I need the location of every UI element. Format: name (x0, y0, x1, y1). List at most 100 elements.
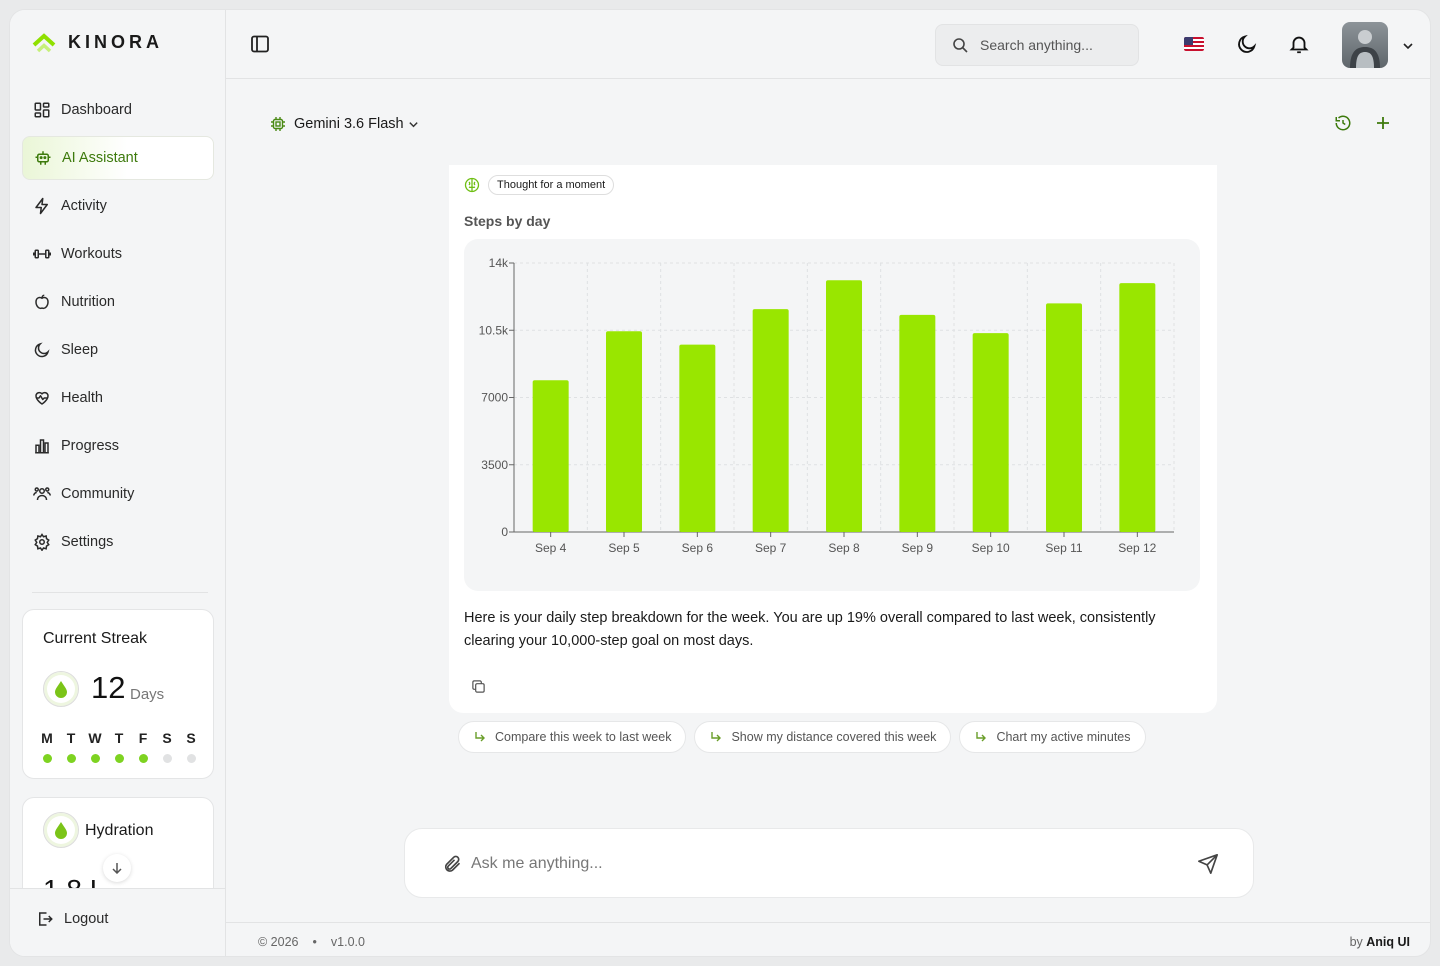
bar (752, 309, 789, 532)
sidebar-item-nutrition[interactable]: Nutrition (22, 280, 214, 324)
chat-main: Gemini 3.6 Flash Thought for a moment St… (226, 80, 1430, 922)
streak-dot-complete (66, 754, 76, 763)
sidebar-item-sleep[interactable]: Sleep (22, 328, 214, 372)
logo[interactable]: KINORA (32, 32, 163, 53)
us-flag-icon[interactable] (1184, 37, 1204, 51)
streak-day: M (39, 730, 55, 763)
x-tick-label: Sep 11 (1045, 541, 1082, 555)
paperclip-icon (444, 855, 461, 872)
author-link[interactable]: Aniq UI (1366, 935, 1410, 949)
drop-icon (55, 822, 67, 839)
bar (679, 344, 716, 532)
avatar[interactable] (1342, 22, 1388, 68)
sidebar-item-settings[interactable]: Settings (22, 520, 214, 564)
sidebar-toggle-button[interactable] (250, 34, 270, 59)
x-tick-label: Sep 7 (755, 541, 787, 555)
sidebar-nav: Dashboard AI Assistant Activity Workouts… (22, 88, 214, 568)
scroll-down-button[interactable] (103, 854, 131, 882)
x-tick-label: Sep 4 (535, 541, 567, 555)
model-label: Gemini 3.6 Flash (294, 116, 404, 132)
bar (972, 333, 1009, 532)
x-tick-label: Sep 10 (972, 541, 1010, 555)
y-tick-label: 3500 (481, 458, 508, 472)
streak-day: W (87, 730, 103, 763)
thought-indicator[interactable]: Thought for a moment (464, 175, 615, 195)
suggestions: Compare this week to last week Show my d… (458, 721, 1146, 753)
new-chat-button[interactable] (1374, 114, 1392, 137)
sidebar-item-progress[interactable]: Progress (22, 424, 214, 468)
streak-title: Current Streak (43, 630, 148, 647)
y-tick-label: 0 (501, 525, 508, 539)
sidebar-item-community[interactable]: Community (22, 472, 214, 516)
kinora-logo-icon (32, 32, 56, 52)
footer-separator: • (312, 935, 317, 949)
suggestion-chip[interactable]: Chart my active minutes (959, 721, 1146, 753)
streak-day: F (135, 730, 151, 763)
version: v1.0.0 (330, 935, 365, 949)
dashboard-icon (34, 102, 50, 118)
chart-container: 0 3500 7000 10.5k 14k Sep 4 Sep 5 Sep 6 Sep 7 Sep… (464, 239, 1200, 591)
bar (899, 314, 936, 532)
streak-dot-complete (42, 754, 52, 763)
sidebar-item-label: Nutrition (61, 294, 115, 310)
arrow-down-icon (112, 863, 122, 874)
copy-button[interactable] (471, 679, 486, 699)
sidebar-item-activity[interactable]: Activity (22, 184, 214, 228)
bar (826, 280, 862, 532)
streak-day: S (159, 730, 175, 763)
streak-day: T (63, 730, 79, 763)
streak-dot-incomplete (162, 754, 172, 763)
suggestion-chip[interactable]: Compare this week to last week (458, 721, 687, 753)
bar (606, 331, 642, 532)
x-tick-label: Sep 8 (828, 541, 860, 555)
profile-menu-button[interactable] (1402, 39, 1414, 57)
model-selector[interactable]: Gemini 3.6 Flash (270, 116, 419, 132)
suggestion-label: Show my distance covered this week (731, 730, 937, 744)
brand-name: KINORA (68, 32, 163, 52)
bar (1046, 303, 1082, 532)
by-label: by (1349, 935, 1363, 949)
sidebar-item-label: AI Assistant (62, 150, 138, 166)
y-tick-label: 10.5k (479, 323, 509, 337)
logout-button[interactable]: Logout (36, 910, 108, 928)
hydration-value: 1.8 L (43, 874, 105, 888)
hydration-title: Hydration (85, 822, 154, 839)
attach-button[interactable] (442, 854, 462, 879)
sidebar-item-workouts[interactable]: Workouts (22, 232, 214, 276)
robot-icon (35, 151, 51, 165)
notifications-button[interactable] (1288, 33, 1310, 60)
y-tick-label: 7000 (481, 391, 508, 405)
chat-input[interactable] (471, 851, 1171, 877)
suggestion-chip[interactable]: Show my distance covered this week (694, 721, 952, 753)
sidebar-item-dashboard[interactable]: Dashboard (22, 88, 214, 132)
search-bar[interactable]: Search anything... (935, 24, 1139, 66)
logout-icon (39, 912, 53, 926)
apple-icon (35, 294, 49, 310)
chat-composer (404, 828, 1254, 898)
send-icon (1198, 854, 1218, 874)
gear-icon (34, 533, 50, 551)
send-button[interactable] (1197, 853, 1219, 880)
x-tick-label: Sep 9 (902, 541, 934, 555)
search-icon (953, 38, 968, 53)
streak-dot-complete (114, 754, 124, 763)
streak-dot-complete (90, 754, 100, 763)
history-button[interactable] (1334, 114, 1352, 137)
streak-count: 12 (91, 670, 126, 705)
moon-icon (34, 342, 50, 358)
corner-arrow-icon (475, 732, 485, 742)
x-tick-label: Sep 6 (682, 541, 714, 555)
suggestion-label: Compare this week to last week (495, 730, 672, 744)
sidebar-item-ai-assistant[interactable]: AI Assistant (22, 136, 214, 180)
sidebar-footer: Logout (10, 888, 225, 956)
x-tick-label: Sep 12 (1118, 541, 1156, 555)
heart-pulse-icon (35, 391, 49, 405)
steps-bar-chart: 0 3500 7000 10.5k 14k Sep 4 Sep 5 Sep 6 Sep 7 Sep… (479, 256, 1175, 555)
theme-toggle-button[interactable] (1236, 33, 1258, 60)
sidebar-item-health[interactable]: Health (22, 376, 214, 420)
corner-arrow-icon (976, 732, 987, 742)
bell-icon (1289, 36, 1309, 54)
streak-day: T (111, 730, 127, 763)
sidebar: KINORA Dashboard AI Assistant Activity W… (10, 10, 226, 956)
streak-days: M T W T F S S (39, 730, 199, 763)
